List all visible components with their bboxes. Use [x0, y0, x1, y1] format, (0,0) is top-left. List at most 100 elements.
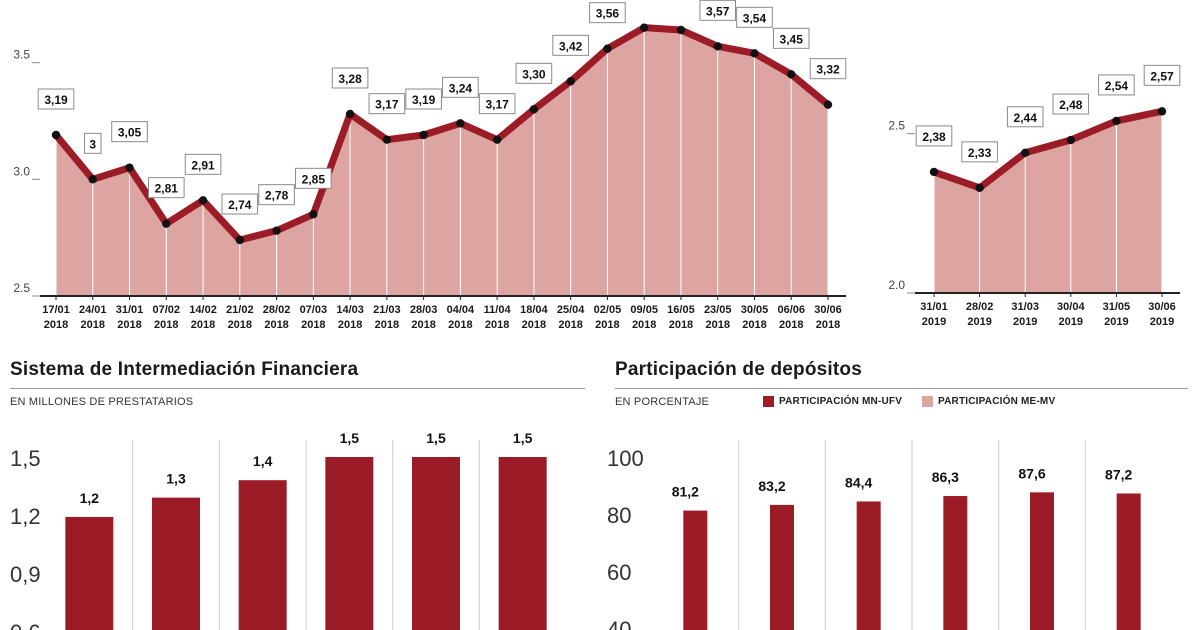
chart2019-label-box-4 [1098, 74, 1135, 96]
depositos-bar-4 [1030, 492, 1054, 630]
chart2018-data-label-4: 2,91 [191, 158, 215, 172]
chart2019-data-label-3: 2,48 [1059, 98, 1083, 112]
chart2018-xtick-date-1: 24/01 [79, 304, 107, 316]
depositos-ytick-label-3: 40 [607, 617, 631, 630]
chart2018-series-line [52, 24, 832, 244]
depositos-bar-0 [683, 510, 708, 630]
chart2018-data-label-10: 3,19 [412, 93, 436, 107]
chart2018-xtick-year-9: 2018 [375, 319, 399, 331]
chart2018-xtick-date-9: 21/03 [373, 304, 401, 316]
chart2018-point-12 [492, 135, 502, 144]
chart2019-label-box-3 [1052, 93, 1090, 115]
chart2018-point-2 [125, 163, 134, 172]
chart2018-xtick-date-8: 14/03 [336, 304, 364, 316]
title-intermediacion: Sistema de Intermediación Financiera [10, 359, 359, 380]
chart2018-point-14 [566, 77, 575, 86]
chart2018-point-17 [676, 25, 686, 35]
chart2018-area-fill [56, 27, 828, 297]
chart2019-xtick-year-3: 2019 [1059, 316, 1083, 328]
depositos-bar-1 [770, 504, 794, 630]
chart2018-label-box-12 [478, 93, 516, 115]
chart2019-xtick-year-5: 2019 [1150, 316, 1174, 328]
chart2018-point-11 [456, 119, 465, 128]
chart2018-point-16 [639, 23, 649, 32]
chart2018-label-box-3 [147, 177, 185, 199]
title-participacion: Participación de depósitos [615, 359, 862, 380]
chart2018-label-box-2 [111, 121, 148, 143]
chart2018-xtick-year-10: 2018 [411, 319, 435, 331]
depositos-ytick-label-2: 60 [607, 560, 631, 585]
chart2019-xtick-date-0: 31/01 [920, 301, 948, 313]
chart2019-data-label-1: 2,33 [968, 146, 992, 160]
chart2019-xtick-year-1: 2019 [967, 316, 991, 328]
chart2018-point-3 [162, 219, 171, 228]
chart2018-point-6 [272, 226, 281, 235]
chart2018-xtick-year-16: 2018 [632, 319, 656, 331]
depositos-bar-2 [856, 501, 881, 630]
chart2018-label-box-20 [772, 27, 810, 49]
prestatarios-ytick-label-0: 1,5 [10, 446, 41, 471]
prestatarios-bar-0 [65, 516, 114, 630]
chart2018-xtick-year-6: 2018 [264, 319, 288, 331]
chart2019-xtick-year-4: 2019 [1104, 316, 1128, 328]
chart2018-point-18 [713, 42, 722, 51]
chart2018-xtick-year-21: 2018 [816, 319, 840, 331]
chart2018-ytick-label-1: 3.0 [13, 164, 30, 178]
chart2018-data-label-3: 2,81 [155, 182, 179, 196]
chart2018-point-9 [382, 135, 392, 144]
chart2019-data-label-4: 2,54 [1105, 79, 1129, 93]
depositos-bar-5 [1116, 493, 1141, 630]
chart2018-data-label-12: 3,17 [485, 98, 509, 112]
chart2019-point-5 [1157, 107, 1167, 116]
chart2018-label-box-7 [295, 167, 332, 189]
legend-swatch-me-mv [922, 396, 933, 407]
chart2018-xtick-year-14: 2018 [558, 319, 582, 331]
chart2018-xtick-year-11: 2018 [448, 319, 472, 331]
legend-item-me-mv: PARTICIPACIÓN ME-MV [922, 396, 1055, 407]
prestatarios-bar-label-1: 1,3 [166, 471, 186, 487]
chart2018-xtick-date-16: 09/05 [630, 304, 658, 316]
chart2019-xtick-date-3: 30/04 [1057, 301, 1085, 313]
chart2018-label-box-19 [736, 6, 773, 28]
chart2018-data-label-20: 3,45 [780, 32, 804, 46]
chart2018-xtick-date-21: 30/06 [814, 304, 842, 316]
chart2019-xtick-year-2: 2019 [1013, 316, 1037, 328]
chart2018-data-label-0: 3,19 [44, 93, 68, 107]
chart2018-ytick-label-2: 3.5 [13, 48, 30, 62]
chart2018-point-20 [787, 70, 796, 79]
chart2018-xtick-year-20: 2018 [779, 319, 803, 331]
prestatarios-bar-3 [325, 457, 374, 630]
chart2018-xtick-date-7: 07/03 [300, 304, 328, 316]
chart2018-label-box-14 [552, 34, 589, 56]
chart2018-data-label-7: 2,85 [302, 172, 326, 186]
prestatarios-bar-4 [412, 457, 460, 630]
chart2018-point-1 [88, 175, 97, 184]
chart2018-xtick-date-13: 18/04 [520, 304, 548, 316]
chart2018-label-box-13 [515, 62, 553, 84]
chart2018-point-0 [51, 130, 61, 140]
chart2018-xtick-date-19: 30/05 [741, 304, 769, 316]
chart2018-xtick-year-12: 2018 [485, 319, 509, 331]
chart2018-xtick-year-7: 2018 [301, 319, 325, 331]
chart2018-xtick-date-15: 02/05 [594, 304, 622, 316]
chart2018-data-label-2: 3,05 [118, 126, 142, 140]
prestatarios-bar-label-2: 1,4 [253, 453, 273, 469]
chart2018-data-label-6: 2,78 [265, 189, 289, 203]
chart2019-data-label-0: 2,38 [922, 130, 946, 144]
chart2018-data-label-8: 3,28 [338, 72, 362, 86]
chart2018-xtick-date-17: 16/05 [667, 304, 695, 316]
depositos-bar-label-1: 83,2 [758, 478, 785, 494]
chart2018-xtick-year-4: 2018 [191, 319, 215, 331]
chart2018-point-5 [235, 235, 245, 245]
chart2018-ytick-label-0: 2.5 [13, 281, 30, 295]
chart2018-label-box-9 [368, 93, 406, 115]
chart2018-data-label-19: 3,54 [743, 11, 767, 25]
chart2018-label-box-15 [589, 2, 626, 24]
chart2018-point-8 [345, 109, 355, 119]
title-rule-right [615, 388, 1188, 389]
chart2018-label-box-8 [331, 67, 369, 89]
depositos-bar-label-4: 87,6 [1018, 465, 1045, 481]
prestatarios-bar-1 [152, 497, 200, 630]
chart2018-data-label-21: 3,32 [816, 63, 840, 77]
